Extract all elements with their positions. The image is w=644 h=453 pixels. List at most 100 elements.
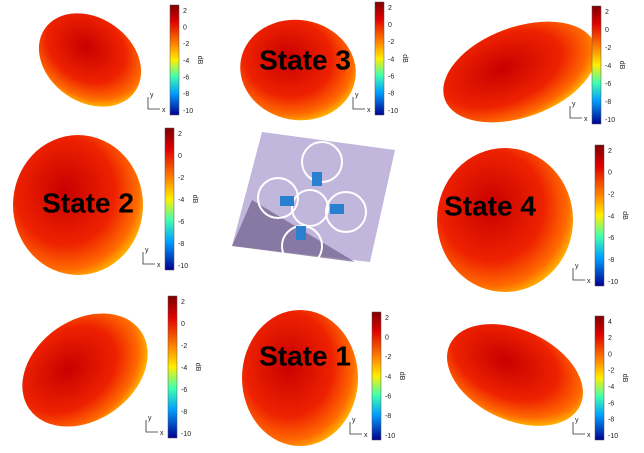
colorbar-tick: -8: [183, 91, 189, 98]
radiation-pattern: [13, 135, 143, 275]
colorbar-tick: -6: [605, 81, 611, 88]
axis-triad: [572, 268, 585, 281]
colorbar-tick: -10: [178, 263, 188, 270]
colorbar-tick: 2: [608, 335, 612, 342]
radiation-pattern: [443, 21, 597, 123]
colorbar-tick: -4: [181, 365, 187, 372]
axis-triad: [142, 252, 155, 265]
colorbar-unit: dB: [621, 374, 628, 383]
axis-label: x: [587, 432, 591, 439]
axis-label: y: [572, 101, 576, 108]
colorbar-tick: 0: [178, 153, 182, 160]
colorbar-tick: 0: [385, 335, 389, 342]
colorbar-tick: 2: [178, 131, 182, 138]
state-label: State 4: [444, 190, 536, 221]
colorbar-tick: -8: [608, 417, 614, 424]
colorbar-tick: 0: [608, 351, 612, 358]
colorbar-tick: -8: [605, 99, 611, 106]
colorbar-tick: -2: [178, 175, 184, 182]
axis-label: y: [575, 417, 579, 424]
radiation-pattern: [240, 19, 356, 121]
colorbar-tick: -2: [605, 45, 611, 52]
colorbar-tick: -2: [181, 343, 187, 350]
colorbar-tick: 2: [608, 148, 612, 155]
colorbar-tick: -4: [605, 63, 611, 70]
axis-label: x: [364, 432, 368, 439]
radiation-pattern: [38, 13, 142, 107]
colorbar-tick: -2: [388, 39, 394, 46]
colorbar-tick: 0: [388, 22, 392, 29]
colorbar-tick: -2: [608, 368, 614, 375]
colorbar-tick: -2: [385, 354, 391, 361]
axis-label: x: [587, 278, 591, 285]
colorbar-tick: -4: [385, 374, 391, 381]
state-label: State 3: [259, 44, 351, 75]
colorbar-tick: -10: [183, 108, 193, 115]
axis-triad: [349, 422, 362, 435]
axis-label: x: [584, 116, 588, 123]
colorbar-tick: 2: [605, 9, 609, 16]
axis-label: y: [148, 415, 152, 422]
axis-triad: [145, 420, 158, 433]
colorbar-tick: -6: [183, 75, 189, 82]
axis-label: y: [352, 417, 356, 424]
colorbar-tick: -8: [388, 91, 394, 98]
colorbar-tick: -6: [385, 394, 391, 401]
colorbar-tick: 0: [183, 25, 187, 32]
colorbar-tick: 2: [385, 315, 389, 322]
radiation-pattern: [22, 313, 148, 427]
colorbar-tick: -10: [385, 433, 395, 440]
colorbar-tick: -10: [608, 279, 618, 286]
colorbar-tick: 2: [183, 8, 187, 15]
colorbar-tick: -8: [608, 257, 614, 264]
colorbar-tick: -8: [181, 409, 187, 416]
colorbar: [374, 1, 385, 116]
colorbar-tick: -6: [608, 400, 614, 407]
colorbar-tick: -8: [178, 241, 184, 248]
axis-label: x: [162, 107, 166, 114]
colorbar-tick: -10: [605, 117, 615, 124]
colorbar-tick: -10: [181, 431, 191, 438]
colorbar-tick: -2: [608, 192, 614, 199]
axis-label: y: [150, 92, 154, 99]
colorbar: [594, 315, 605, 441]
axis-label: x: [157, 262, 161, 269]
axis-triad: [147, 97, 160, 110]
colorbar-tick: -4: [388, 56, 394, 63]
colorbar: [169, 4, 180, 116]
colorbar: [594, 144, 605, 287]
radiation-pattern: [447, 324, 583, 426]
colorbar-tick: -4: [183, 58, 189, 65]
colorbar-unit: dB: [621, 211, 628, 220]
colorbar-unit: dB: [401, 54, 408, 63]
colorbar-tick: 2: [181, 299, 185, 306]
colorbar-tick: 4: [608, 319, 612, 326]
colorbar-tick: -4: [608, 213, 614, 220]
colorbar-unit: dB: [618, 61, 625, 70]
colorbar-tick: -2: [183, 41, 189, 48]
colorbar-tick: -4: [178, 197, 184, 204]
colorbar-unit: dB: [196, 56, 203, 65]
colorbar-tick: 0: [605, 27, 609, 34]
axis-label: y: [575, 263, 579, 270]
axis-triad: [569, 106, 582, 119]
state-label: State 2: [42, 187, 134, 218]
axis-triad: [352, 97, 365, 110]
colorbar-tick: -6: [608, 235, 614, 242]
colorbar-tick: -10: [608, 433, 618, 440]
colorbar-tick: -8: [385, 413, 391, 420]
axis-label: x: [160, 430, 164, 437]
colorbar-tick: -4: [608, 384, 614, 391]
colorbar-unit: dB: [191, 195, 198, 204]
colorbar-tick: -10: [388, 108, 398, 115]
axis-triad: [572, 422, 585, 435]
colorbar-unit: dB: [398, 372, 405, 381]
radiation-pattern: [242, 310, 358, 446]
axis-label: x: [367, 107, 371, 114]
colorbar: [167, 295, 178, 439]
state-label: State 1: [259, 340, 351, 371]
colorbar-tick: -6: [181, 387, 187, 394]
antenna: [232, 132, 395, 267]
colorbar-tick: 2: [388, 5, 392, 12]
